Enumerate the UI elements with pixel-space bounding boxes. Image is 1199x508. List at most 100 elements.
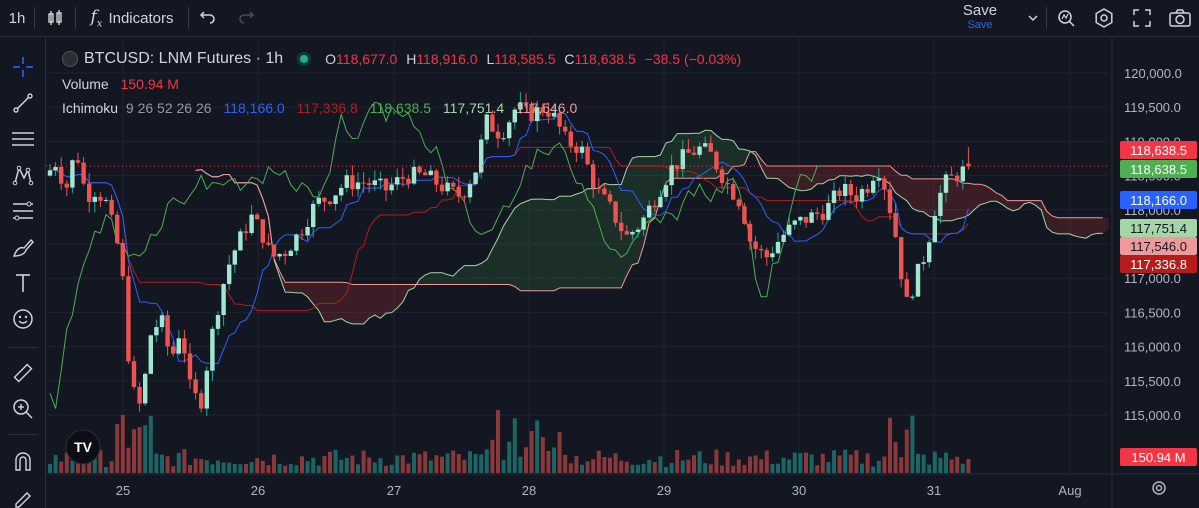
candle (759, 244, 764, 259)
volume-bar (316, 465, 321, 473)
cloud-segment (1052, 216, 1058, 234)
volume-bar (585, 461, 590, 473)
candle (143, 372, 148, 406)
cloud-segment (290, 282, 297, 293)
fib-tool-icon[interactable] (8, 196, 38, 226)
candle (602, 183, 607, 196)
close-label: C (564, 51, 575, 67)
volume-bar (596, 450, 601, 473)
price-tick-label: 116,500.0 (1124, 305, 1181, 320)
volume-bar (384, 465, 388, 473)
indicators-button[interactable]: fx Indicators (76, 0, 188, 37)
volume-bar (843, 449, 848, 473)
ruler-icon[interactable] (8, 358, 38, 388)
cloud-segment (565, 196, 571, 288)
save-button[interactable]: Save Save (940, 0, 1020, 37)
candle (92, 191, 97, 213)
cloud-segment (699, 130, 706, 179)
cloud-segment (1069, 217, 1075, 236)
volume-bar (507, 441, 512, 473)
candle (350, 165, 355, 197)
chart-area[interactable]: 120,000.0119,500.0119,000.0118,500.0118,… (46, 37, 1199, 508)
candle (691, 146, 697, 156)
candle (227, 255, 232, 291)
toolbar-divider (188, 7, 189, 29)
symbol-title[interactable]: BTCUSD: LNM Futures · 1h (84, 50, 284, 67)
volume-bar (92, 450, 97, 473)
chevron-down-icon[interactable] (1020, 0, 1046, 37)
candle (53, 162, 58, 176)
lock-pencil-icon[interactable] (8, 482, 38, 508)
cloud-segment (901, 175, 907, 201)
candle (854, 186, 859, 208)
crosshair-icon[interactable] (8, 52, 38, 82)
cloud-segment (974, 184, 980, 211)
volume-bar (764, 450, 769, 473)
tenkan-value: 118,166.0 (223, 100, 285, 116)
volume-bar (59, 461, 64, 473)
time-tick-label: 28 (522, 483, 536, 498)
cloud-segment (1007, 200, 1014, 211)
candle (663, 181, 669, 202)
brush-icon[interactable] (8, 232, 38, 262)
volume-bar (70, 460, 75, 473)
candle (563, 120, 568, 136)
candle (238, 228, 243, 251)
candle (619, 212, 624, 241)
cloud-segment (537, 199, 543, 291)
cloud-segment (425, 272, 431, 285)
function-icon: fx (90, 6, 103, 30)
magnet-icon[interactable] (8, 446, 38, 476)
cloud-segment (302, 282, 308, 297)
candle (529, 101, 534, 123)
candle (210, 325, 215, 382)
volume-bar (882, 456, 887, 473)
candle (669, 154, 674, 195)
emoji-icon[interactable] (8, 304, 38, 334)
alert-icon[interactable] (1047, 0, 1085, 37)
volume-bar (524, 447, 528, 473)
volume-bar (272, 454, 276, 473)
redo-icon[interactable] (227, 0, 265, 37)
fullscreen-icon[interactable] (1123, 0, 1161, 37)
candle (635, 226, 641, 238)
volume-bar (165, 456, 170, 473)
volume-bar (658, 456, 663, 473)
interval-button[interactable]: 1h (0, 0, 34, 37)
candle (467, 179, 473, 203)
volume-bar (350, 455, 355, 473)
volume-bar (322, 456, 327, 473)
price-chart[interactable]: 120,000.0119,500.0119,000.0118,500.0118,… (46, 37, 1199, 508)
cloud-segment (503, 216, 510, 285)
candle (266, 233, 271, 247)
cloud-segment (873, 165, 879, 178)
candle (647, 200, 652, 219)
candle-style-icon[interactable] (35, 0, 75, 37)
open-value: 118,677.0 (336, 51, 398, 67)
text-tool-icon[interactable] (8, 268, 38, 298)
tradingview-logo[interactable]: TV (65, 429, 101, 465)
candle (955, 172, 960, 187)
pattern-icon[interactable] (8, 160, 38, 190)
price-tick-label: 116,000.0 (1124, 340, 1181, 355)
candle (389, 177, 394, 195)
volume-bar (602, 457, 607, 473)
settings-icon[interactable] (1085, 0, 1123, 37)
zoom-in-icon[interactable] (8, 394, 38, 424)
volume-bar (182, 449, 187, 473)
cloud-segment (632, 156, 638, 265)
market-status-icon (297, 52, 312, 66)
volume-bar (98, 449, 103, 473)
axis-settings-icon[interactable] (1152, 481, 1166, 495)
candle (613, 200, 618, 227)
candle (171, 341, 176, 357)
camera-icon[interactable] (1161, 0, 1199, 37)
candle (423, 169, 428, 176)
candle (479, 134, 484, 179)
horizontal-lines-icon[interactable] (8, 124, 38, 154)
volume-bar (260, 460, 265, 473)
trend-line-icon[interactable] (8, 88, 38, 118)
candle (904, 272, 909, 297)
undo-icon[interactable] (189, 0, 227, 37)
candle (59, 157, 64, 191)
